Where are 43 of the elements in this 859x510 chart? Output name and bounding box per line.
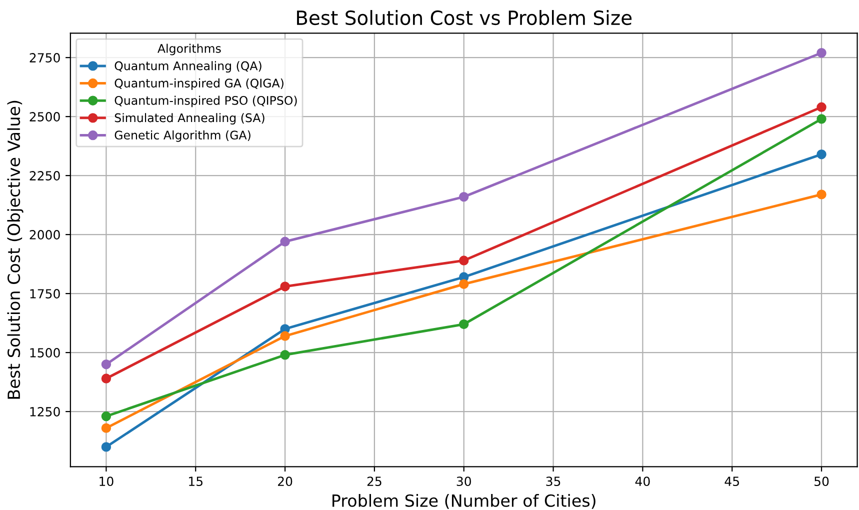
point [816, 102, 826, 112]
y-tick-label: 2000 [30, 230, 60, 240]
y-tick-label: 2750 [30, 53, 60, 62]
x-tick-label: 40 [635, 476, 650, 486]
x-tick-label: 25 [367, 476, 382, 486]
y-tick-label: 1500 [30, 348, 60, 358]
point [101, 359, 112, 370]
x-tick-label: 20 [278, 476, 292, 486]
y-axis-title: Best Solution Cost (Objective Value) [7, 100, 24, 399]
chart-title: Best Solution Cost vs Problem Size [297, 10, 632, 26]
point [816, 114, 826, 124]
point [816, 48, 826, 58]
legend-label: Genetic Algorithm (GA) [114, 130, 250, 142]
legend-label: Quantum Annealing (QA) [114, 61, 262, 73]
x-axis-title: Problem Size (Number of Cities) [332, 494, 596, 509]
point [101, 411, 112, 422]
point [101, 442, 112, 452]
point [459, 319, 469, 330]
x-tick-label: 35 [546, 476, 560, 486]
y-tick-label: 1250 [30, 407, 60, 416]
x-tick-label: 30 [456, 476, 471, 486]
legend-label: Quantum-inspired GA (QIGA) [114, 78, 284, 90]
point [459, 279, 469, 289]
legend-label: Quantum-inspired PSO (QIPSO) [114, 96, 297, 108]
x-tick-label: 50 [814, 476, 829, 486]
x-tick-label: 45 [724, 476, 739, 486]
point [816, 149, 826, 160]
point [280, 350, 290, 360]
x-tick-label: 15 [189, 476, 202, 486]
point [101, 423, 112, 433]
legend-title: Algorithms [158, 44, 221, 56]
point [280, 331, 290, 341]
y-tick-label: 2250 [30, 171, 60, 180]
point [816, 190, 826, 200]
point [280, 236, 290, 246]
legend-label: Simulated Annealing (SA) [114, 113, 264, 125]
point [459, 256, 469, 266]
point [101, 374, 112, 384]
y-tick-label: 2500 [30, 112, 60, 122]
y-tick-label: 1750 [30, 289, 60, 298]
point [459, 192, 469, 202]
x-tick-label: 10 [100, 476, 114, 486]
point [280, 282, 290, 292]
